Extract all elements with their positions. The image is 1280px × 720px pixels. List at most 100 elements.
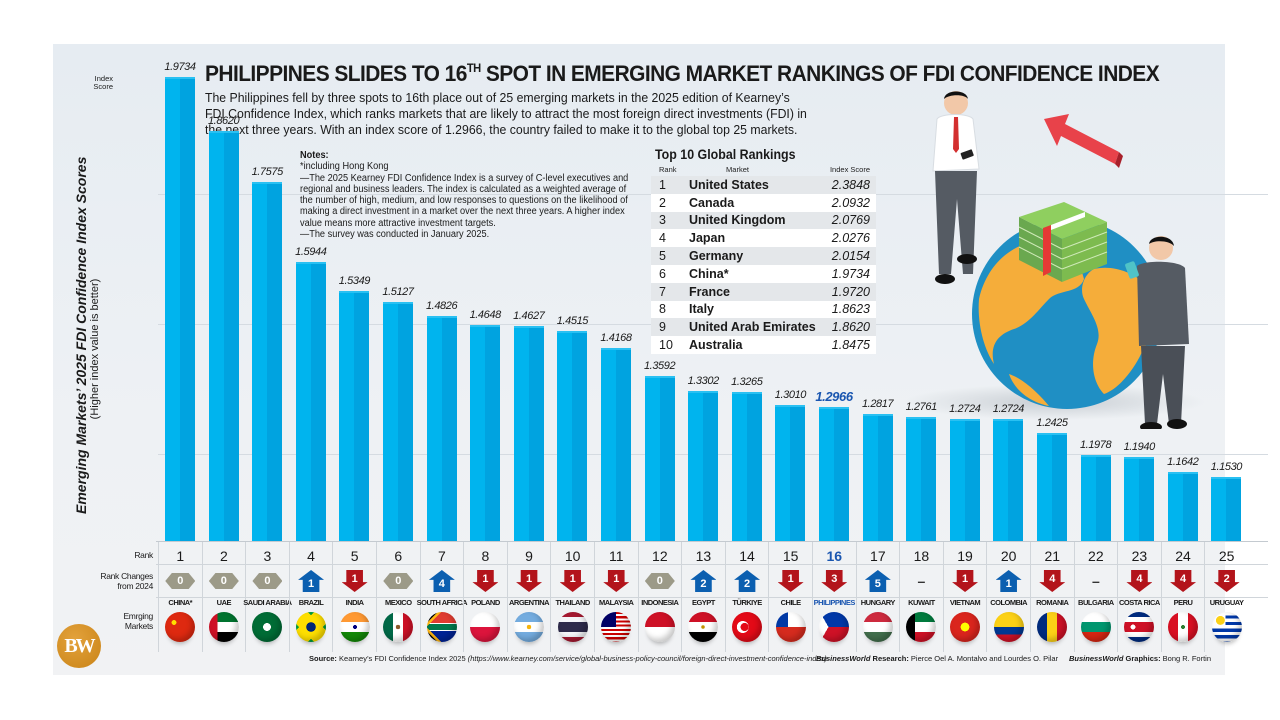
market-cell: France <box>689 284 730 299</box>
notes-heading: Notes: <box>300 150 329 161</box>
market-name: VIETNAM <box>949 598 981 607</box>
market-column: 25 2 URUGUAY <box>1204 542 1248 652</box>
arrow-up-icon: 2 <box>732 570 762 592</box>
bar <box>470 324 501 541</box>
change-value: 0 <box>656 575 663 587</box>
bar <box>1211 477 1242 541</box>
down-arrow-shape <box>1039 570 1066 592</box>
source-credit: Source: Kearney’s FDI Confidence Index 2… <box>309 654 827 663</box>
source-url-link[interactable]: (https://www.kearney.com/service/global-… <box>467 654 827 663</box>
top10-table: Top 10 Global Rankings Rank Market Index… <box>651 147 876 354</box>
market-column: 7 4 SOUTH AFRICA <box>417 542 468 652</box>
flag-uruguay-icon <box>1211 612 1242 642</box>
bar-group: 1.2761 <box>906 401 937 541</box>
bar-value-label: 1.3592 <box>643 360 676 373</box>
table-row: 4 Japan 2.0276 <box>651 229 876 248</box>
arrow-up-icon: 5 <box>863 570 893 592</box>
y-axis-label: Emerging Markets’ 2025 FDI Confidence In… <box>73 157 101 514</box>
bar <box>1080 455 1111 541</box>
score-cell: 1.8620 <box>831 320 870 335</box>
header-market: Market <box>726 164 749 174</box>
rank-number: 24 <box>1175 548 1191 564</box>
bar-group: 1.2724 <box>993 403 1024 541</box>
bar-group: 1.7575 <box>252 166 283 541</box>
arrow-up-icon: 2 <box>688 570 718 592</box>
market-cell: China* <box>689 266 729 281</box>
flag-peru-icon <box>1168 612 1199 642</box>
market-name: SOUTH AFRICA <box>416 598 468 607</box>
rank-number: 11 <box>608 548 624 564</box>
source-text: Kearney’s FDI Confidence Index 2025 <box>336 654 468 663</box>
change-value: 5 <box>874 578 881 590</box>
arrow-down-icon: 2 <box>1212 570 1242 592</box>
market-name: MALAYSIA <box>599 598 634 607</box>
score-cell: 2.0154 <box>831 249 870 264</box>
score-cell: 1.9734 <box>831 266 870 281</box>
rank-number: 22 <box>1088 548 1104 564</box>
infographic-panel: PHILIPPINES SLIDES TO 16TH SPOT IN EMERG… <box>53 44 1268 675</box>
market-cell: United States <box>689 177 769 192</box>
bar-group: 1.4648 <box>470 309 501 541</box>
market-name: POLAND <box>471 598 500 607</box>
market-column: 14 2 TÜRKIYE <box>724 542 769 652</box>
bar <box>295 261 326 541</box>
bar <box>557 331 588 541</box>
table-row: 6 China* 1.9734 <box>651 264 876 283</box>
bar <box>208 131 239 541</box>
rank-cell: 10 <box>659 338 673 353</box>
bar <box>252 182 283 541</box>
flag-vietnam-icon <box>950 612 981 642</box>
rank-cell: 1 <box>659 177 666 192</box>
rank-number: 4 <box>307 548 315 564</box>
rank-number: 17 <box>870 548 886 564</box>
bar-value-label: 1.4515 <box>556 315 589 328</box>
market-name: CHINA* <box>168 598 193 607</box>
rank-number: 19 <box>957 548 973 564</box>
bar-group: 1.5349 <box>339 275 370 541</box>
market-column: 18 – KUWAIT <box>899 542 943 652</box>
bar <box>1167 471 1198 541</box>
market-name: MEXICO <box>384 598 412 607</box>
no-change-badge-icon: 0 <box>644 570 675 592</box>
diamond-shape <box>208 573 239 589</box>
market-cell: United Arab Emirates <box>689 320 816 335</box>
bar-group: 1.3010 <box>775 389 806 541</box>
rank-number: 9 <box>525 548 533 564</box>
market-column: 23 4 COSTA RICA <box>1117 542 1161 652</box>
bar-value-label: 1.1940 <box>1123 441 1156 453</box>
rank-cell: 3 <box>659 213 666 228</box>
market-name: PHILIPPINES <box>813 598 856 607</box>
rank-number: 25 <box>1218 548 1235 564</box>
market-name: INDONESIA <box>641 598 679 607</box>
down-arrow-shape <box>603 570 630 592</box>
title-superscript: TH <box>466 61 481 75</box>
market-name: URUGUAY <box>1209 598 1244 607</box>
bar <box>775 404 806 541</box>
table-row: 9 United Arab Emirates 1.8620 <box>651 318 876 337</box>
row-label-rank: Rank <box>53 550 153 561</box>
down-arrow-shape <box>777 570 804 592</box>
rank-number: 2 <box>219 548 228 564</box>
header-rank: Rank <box>659 164 677 174</box>
bar-group: 1.1642 <box>1167 456 1199 541</box>
arrow-down-icon: 4 <box>1124 570 1154 592</box>
row-label-text: Rank Changes <box>100 571 153 581</box>
bar-group: 1.2817 <box>862 398 894 541</box>
bar <box>819 406 849 541</box>
flag-egypt-icon <box>688 612 719 642</box>
score-cell: 2.0276 <box>831 231 870 246</box>
flag-romania-icon <box>1037 612 1068 642</box>
change-value: 4 <box>1049 572 1056 585</box>
rank-number: 20 <box>1000 548 1017 564</box>
up-arrow-shape <box>995 570 1022 592</box>
no-change-badge-icon: 0 <box>252 570 283 592</box>
bar-value-label: 1.2724 <box>992 402 1025 415</box>
new-entry-dash-icon: – <box>1081 570 1111 592</box>
change-value: 0 <box>177 575 184 587</box>
flag-türkiye-icon <box>732 612 763 642</box>
bar <box>165 77 195 541</box>
up-arrow-shape <box>298 570 325 592</box>
top10-header-row: Rank Market Index Score <box>651 162 876 176</box>
score-cell: 2.3848 <box>831 177 870 192</box>
arrow-up-icon: 4 <box>427 570 457 592</box>
